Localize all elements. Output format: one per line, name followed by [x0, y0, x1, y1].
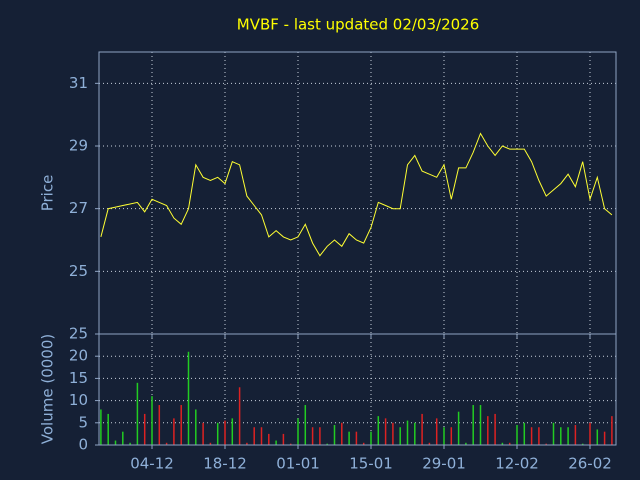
volume-bar: [282, 433, 285, 445]
volume-bar: [326, 443, 328, 445]
volume-bar: [560, 427, 562, 445]
volume-bar: [589, 422, 591, 445]
x-tick-label: 18-12: [203, 455, 247, 473]
volume-bar: [165, 442, 168, 445]
volume-bar: [275, 440, 277, 445]
y-tick-label: 20: [69, 347, 88, 365]
y-tick-label: 25: [69, 262, 88, 280]
volume-bar: [523, 422, 526, 445]
volume-bar: [611, 416, 613, 445]
volume-bar: [421, 413, 423, 445]
volume-bar: [406, 420, 409, 445]
volume-bar: [180, 405, 182, 445]
volume-bar: [508, 442, 511, 445]
volume-bar: [545, 443, 547, 445]
volume-bar: [319, 427, 321, 445]
volume-bar: [114, 440, 117, 445]
x-tick-label: 04-12: [130, 455, 174, 473]
volume-bar: [450, 427, 453, 445]
volume-bar: [341, 422, 343, 445]
volume-bar: [581, 443, 584, 445]
volume-bar: [428, 442, 431, 445]
volume-bar: [538, 427, 540, 445]
volume-bar: [289, 443, 292, 445]
volume-bar: [494, 413, 496, 445]
volume-bar: [465, 442, 467, 445]
y-axis-label: Price: [39, 175, 57, 212]
volume-bar: [260, 427, 263, 445]
volume-bar: [392, 422, 394, 445]
volume-bar: [195, 409, 197, 445]
volume-bar: [574, 425, 577, 445]
volume-bar: [399, 427, 401, 445]
volume-bar: [596, 429, 599, 445]
volume-bar: [311, 427, 314, 445]
volume-bar: [603, 431, 606, 445]
volume-bar: [224, 420, 226, 445]
volume-bar: [136, 382, 139, 445]
volume-bar: [202, 422, 204, 445]
y-tick-label: 5: [78, 413, 88, 431]
volume-bar: [209, 442, 212, 445]
volume-bar: [216, 422, 219, 445]
volume-bar: [487, 416, 489, 445]
y-tick-label: 25: [69, 325, 88, 343]
y-tick-label: 15: [69, 369, 88, 387]
volume-bar: [567, 427, 569, 445]
y-tick-label: 29: [69, 137, 88, 155]
volume-bar: [355, 431, 358, 445]
volume-bar: [151, 396, 153, 445]
volume-bar: [384, 418, 387, 445]
x-tick-label: 15-01: [349, 455, 393, 473]
volume-bar: [173, 418, 175, 445]
volume-bar: [501, 442, 504, 445]
volume-bar: [348, 431, 350, 445]
x-tick-label: 29-01: [422, 455, 466, 473]
volume-bar: [457, 411, 460, 445]
volume-bar: [414, 422, 416, 445]
volume-bar: [129, 442, 131, 445]
plot-frame: [98, 333, 617, 446]
chart-title: MVBF - last updated 02/03/2026: [237, 16, 480, 34]
y-axis-label: Volume (0000): [39, 334, 57, 444]
volume-bar: [333, 425, 336, 445]
volume-bar: [516, 425, 518, 445]
volume-bar: [304, 405, 307, 445]
volume-bar: [362, 442, 365, 445]
y-tick-label: 31: [69, 74, 88, 92]
volume-bar: [552, 422, 555, 445]
volume-bar: [246, 442, 248, 445]
y-tick-label: 10: [69, 391, 88, 409]
x-tick-label: 26-02: [568, 455, 612, 473]
volume-bar: [253, 427, 255, 445]
volume-bar: [122, 431, 124, 445]
volume-bar: [187, 351, 190, 445]
volume-bar: [443, 427, 445, 445]
volume-bar: [479, 405, 482, 445]
price-line: [100, 132, 613, 257]
volume-bar: [100, 409, 102, 445]
volume-bar: [377, 416, 380, 445]
volume-bar: [297, 418, 299, 445]
y-tick-label: 0: [78, 436, 88, 454]
volume-bar: [268, 433, 270, 445]
x-tick-label: 01-01: [276, 455, 320, 473]
volume-bar: [238, 387, 241, 445]
volume-bar: [530, 427, 533, 445]
volume-bar: [107, 413, 109, 445]
volume-bar: [158, 405, 161, 445]
volume-bar: [143, 413, 146, 445]
volume-bar: [472, 405, 474, 445]
volume-bar: [435, 418, 438, 445]
x-tick-label: 12-02: [495, 455, 539, 473]
volume-bar: [370, 431, 372, 445]
volume-bar: [231, 418, 234, 445]
y-tick-label: 27: [69, 199, 88, 217]
